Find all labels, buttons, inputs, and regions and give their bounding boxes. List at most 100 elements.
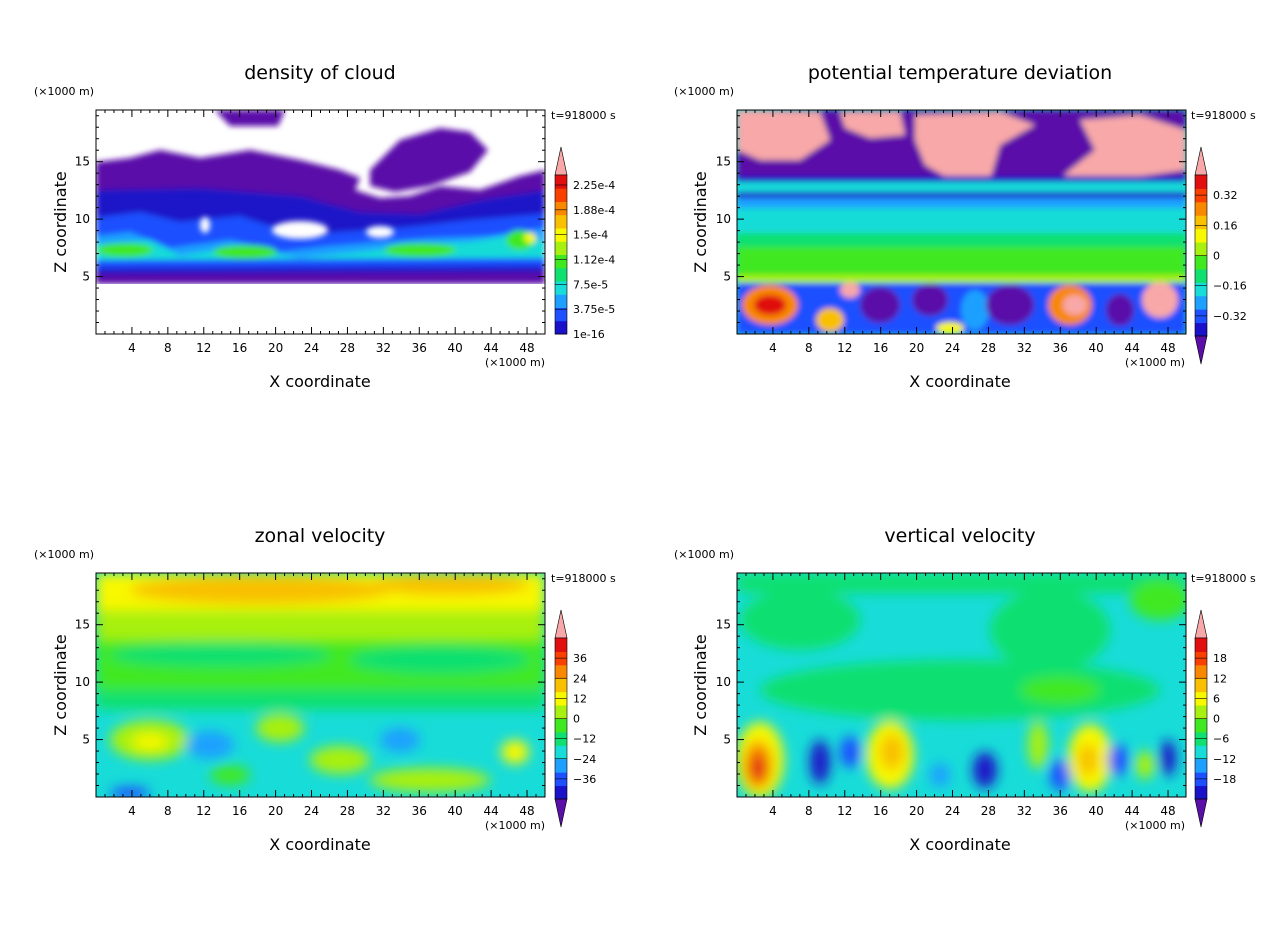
y-tick-label: 15 [716,618,731,632]
y-tick-label: 10 [75,675,90,689]
colorbar-label: −0.16 [1213,280,1247,293]
colorbar-arrow-bottom [1194,798,1208,828]
heatmap-field [96,110,545,334]
x-tick-label: 36 [1053,804,1068,818]
colorbar-label: −6 [1213,733,1229,746]
y-axis-label: Z coordinate [691,171,710,272]
colorbar-label: 6 [1213,692,1220,705]
colorbar-swatch [555,638,567,652]
time-label: t=918000 s [1191,109,1256,122]
x-tick-label: 16 [232,804,247,818]
colorbar-swatch [555,320,567,335]
x-tick-label: 4 [128,341,136,355]
colorbar-swatch [555,678,567,693]
x-tick-label: 20 [268,341,283,355]
colorbar-label: 0.32 [1213,189,1238,202]
x-tick-label: 36 [412,341,427,355]
colorbar-label: 12 [1213,672,1227,685]
colorbar-swatch [555,745,567,760]
colorbar-swatch [1195,705,1207,719]
y-tick-label: 5 [723,270,731,284]
colorbar-label: −12 [1213,753,1236,766]
y-axis: 5 10 15 [75,578,545,787]
colorbar-label: 0.16 [1213,219,1238,232]
colorbar-swatch [555,785,567,800]
panel-vertical-velocity: vertical velocity (×1000 m) t=918000 s [674,525,1256,854]
x-axis-label: X coordinate [909,835,1010,854]
time-label: t=918000 s [551,109,616,122]
y-unit-label: (×1000 m) [674,548,734,561]
colorbar-swatch [555,188,567,202]
colorbar-label: 1.5e-4 [573,229,608,242]
panel-title: vertical velocity [884,525,1035,547]
x-unit-label: (×1000 m) [1125,356,1185,369]
colorbar-arrow-top [1194,609,1208,639]
colorbar-swatch [1195,758,1207,773]
colorbar-arrow-bottom [554,798,568,828]
colorbar-swatch [555,718,567,733]
x-tick-label: 28 [981,804,996,818]
y-tick-label: 15 [716,155,731,169]
x-tick-label: 16 [873,341,888,355]
colorbar-swatch [1195,201,1207,216]
x-tick-label: 24 [945,804,960,818]
heatmap-field [96,573,545,797]
x-tick-label: 12 [837,341,852,355]
x-tick-label: 24 [945,341,960,355]
x-tick-label: 44 [1124,804,1139,818]
colorbar-label: 2.25e-4 [573,179,615,192]
x-tick-label: 32 [376,341,391,355]
x-tick-label: 24 [304,341,319,355]
x-tick-label: 48 [519,804,534,818]
x-tick-label: 44 [483,804,498,818]
colorbar: −0.32 −0.16 0 0.16 0.32 [1194,146,1247,365]
colorbar-swatch [1195,322,1207,337]
y-axis: 5 10 15 [716,115,1186,324]
y-unit-label: (×1000 m) [674,85,734,98]
x-axis-label: X coordinate [909,372,1010,391]
panel-title: density of cloud [244,62,396,84]
colorbar-swatch [1195,785,1207,800]
x-tick-label: 24 [304,804,319,818]
x-tick-label: 44 [1124,341,1139,355]
x-unit-label: (×1000 m) [1125,819,1185,832]
colorbar-arrow-top [554,146,568,176]
panel-zonal-velocity: zonal velocity (×1000 m) t=918000 s [34,525,616,854]
colorbar: 1e-16 3.75e-5 7.5e-5 1.12e-4 1.5e-4 1.88e-4 2.… [554,146,615,341]
colorbar-swatch [1195,718,1207,733]
colorbar-swatch [555,241,567,255]
colorbar-label: −24 [573,753,596,766]
x-axis: 4 8 12 16 20 24 28 32 36 40 44 48 [104,110,537,355]
colorbar-swatch [555,175,567,189]
x-tick-label: 36 [412,804,427,818]
colorbar-arrow-bottom [1194,335,1208,365]
colorbar-swatch [1195,745,1207,760]
colorbar-label: 18 [1213,652,1227,665]
y-tick-label: 15 [75,618,90,632]
panel-density-of-cloud: density of cloud (×1000 m) t=918000 s [34,62,616,391]
heatmap-field [737,573,1186,797]
x-tick-label: 8 [805,341,813,355]
x-tick-label: 48 [1160,341,1175,355]
colorbar-arrow-top [1194,146,1208,176]
colorbar-swatch [1195,175,1207,189]
colorbar-label: −36 [573,773,596,786]
x-tick-label: 40 [1089,804,1104,818]
x-tick-label: 32 [1017,804,1032,818]
x-axis: 4 8 12 16 20 24 28 32 36 40 44 48 [745,110,1178,355]
time-label: t=918000 s [1191,572,1256,585]
colorbar-swatch [555,705,567,719]
x-tick-label: 32 [1017,341,1032,355]
colorbar-swatch [1195,228,1207,243]
colorbar-label: 0 [573,713,580,726]
colorbar-label: 0 [1213,250,1220,263]
y-unit-label: (×1000 m) [34,548,94,561]
y-tick-label: 5 [82,733,90,747]
colorbar-swatch [555,267,567,282]
panel-title: zonal velocity [255,525,386,547]
colorbar-swatch [1195,255,1207,270]
x-tick-label: 12 [196,804,211,818]
colorbar-swatch [1195,215,1207,230]
x-tick-label: 16 [232,341,247,355]
colorbar-label: 1.12e-4 [573,254,615,267]
